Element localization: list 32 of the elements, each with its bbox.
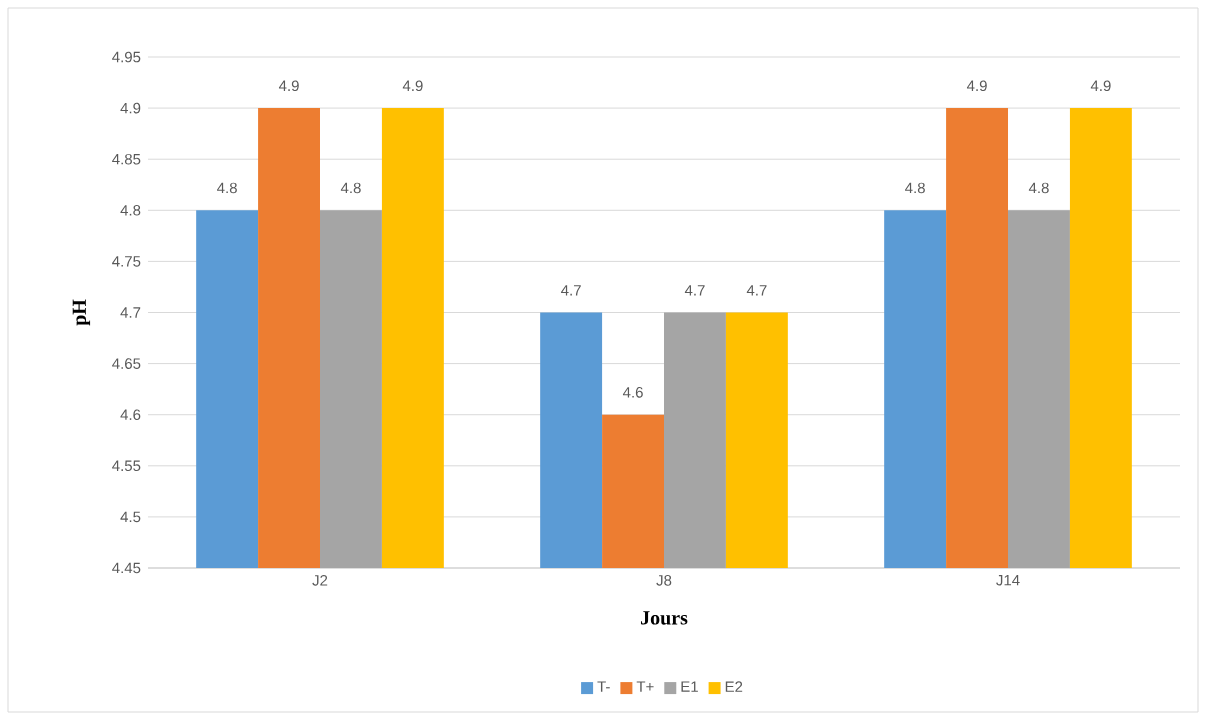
- y-axis-title: pH: [72, 299, 91, 326]
- y-tick-label: 4.95: [112, 51, 141, 63]
- data-label: 4.9: [1090, 80, 1111, 92]
- x-tick-label: J14: [996, 575, 1020, 586]
- legend-label: T+: [636, 681, 654, 692]
- data-label: 4.9: [278, 80, 299, 92]
- data-label: 4.9: [966, 80, 987, 92]
- data-label: 4.9: [402, 80, 423, 92]
- data-label: 4.8: [1028, 182, 1049, 194]
- y-tick-label: 4.9: [120, 102, 141, 114]
- y-tick-label: 4.65: [112, 358, 141, 369]
- y-tick-label: 4.5: [120, 511, 141, 523]
- x-tick-label: J2: [312, 575, 328, 586]
- y-tick-label: 4.7: [120, 307, 141, 318]
- y-tick-label: 4.75: [112, 256, 141, 267]
- data-label: 4.8: [340, 182, 361, 194]
- data-label: 4.8: [217, 182, 237, 194]
- y-tick-label: 4.6: [120, 409, 141, 421]
- y-tick-label: 4.55: [112, 460, 141, 472]
- legend-label: E1: [681, 681, 698, 692]
- legend-label: T-: [597, 681, 610, 692]
- y-tick-label: 4.85: [112, 153, 141, 165]
- data-label: 4.7: [746, 285, 767, 296]
- data-label: 4.7: [684, 285, 705, 296]
- legend-label: E2: [725, 681, 743, 692]
- x-tick-label: J8: [656, 575, 672, 586]
- data-label: 4.7: [561, 285, 581, 296]
- x-axis-title: Jours: [640, 611, 688, 625]
- y-tick-label: 4.8: [120, 205, 141, 216]
- data-label: 4.6: [622, 387, 643, 398]
- data-label: 4.8: [905, 182, 925, 194]
- y-tick-label: 4.45: [112, 562, 141, 574]
